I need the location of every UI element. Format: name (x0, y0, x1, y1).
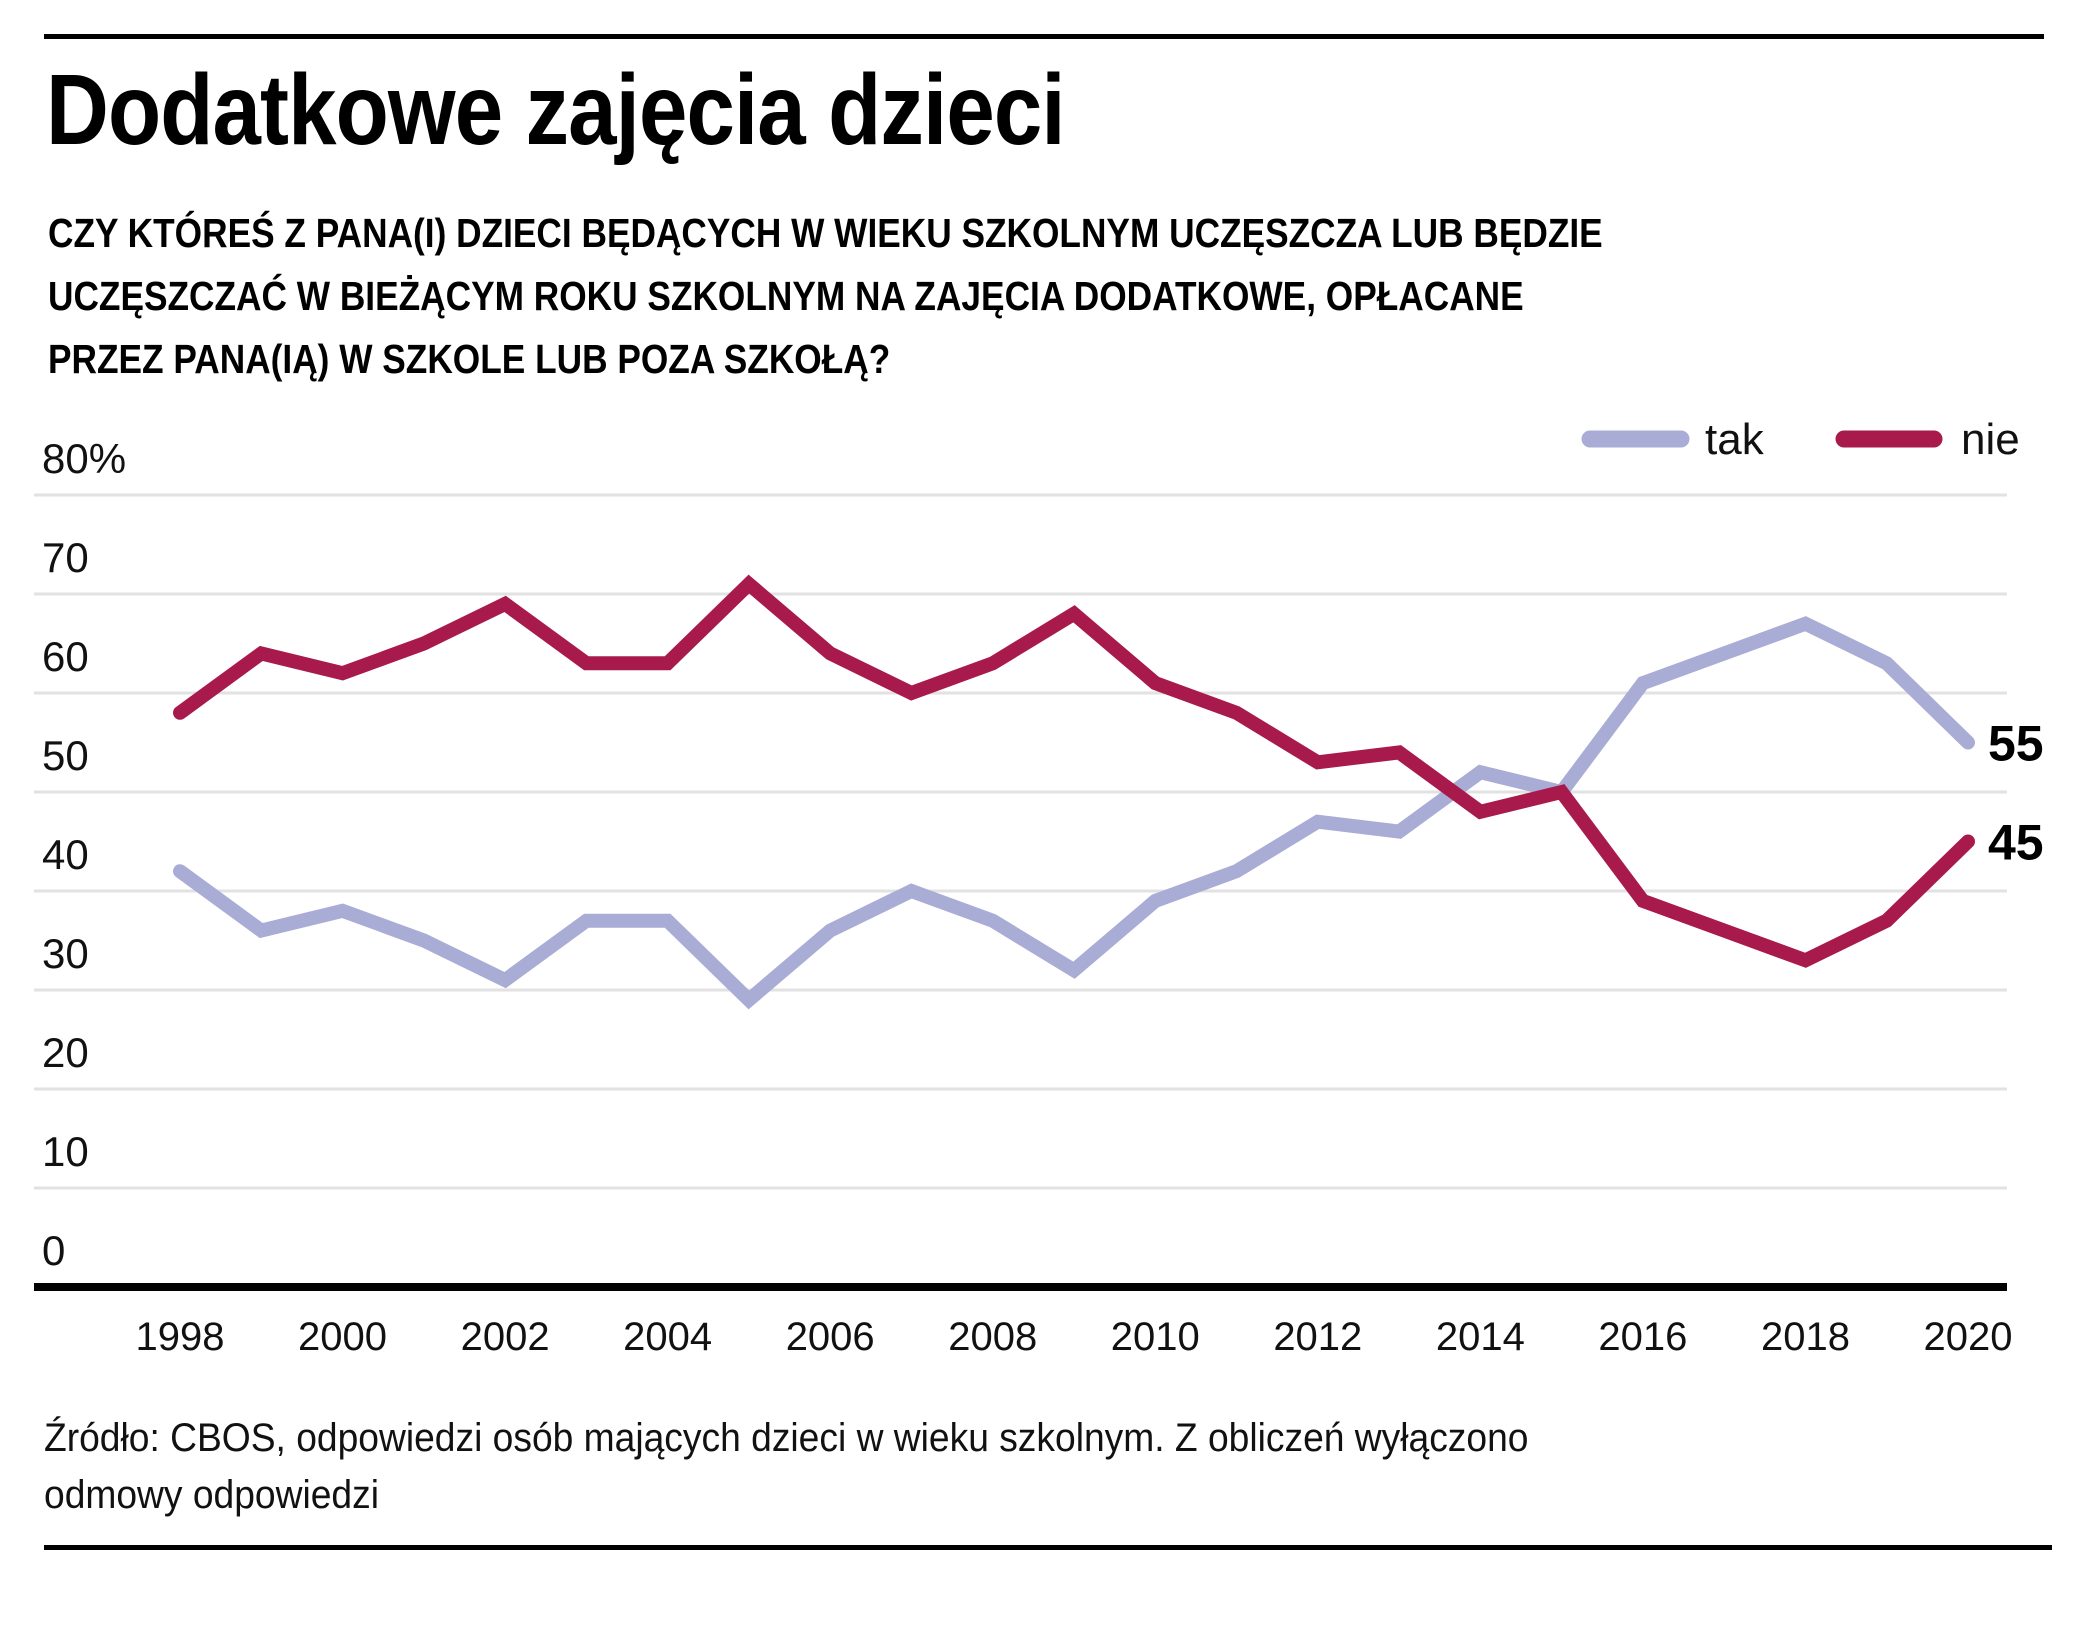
subtitle-line: CZY KTÓREŚ Z PANA(I) DZIECI BĘDĄCYCH W W… (48, 210, 1603, 256)
y-tick-label: 50 (42, 732, 89, 779)
end-labels: 55 45 (1988, 716, 2044, 871)
chart-title: Dodatkowe zajęcia dzieci (46, 54, 1066, 166)
x-tick-label: 2020 (1924, 1315, 2013, 1359)
y-tick-label: 70 (42, 534, 89, 581)
y-tick-label: 80% (42, 435, 126, 482)
x-tick-label: 2004 (623, 1315, 712, 1359)
y-tick-label: 20 (42, 1029, 89, 1076)
x-tick-label: 2000 (298, 1315, 387, 1359)
end-label-tak: 55 (1988, 716, 2044, 772)
x-axis-labels: 1998 2000 2002 2004 2006 2008 2010 2012 2014 2016… (136, 1315, 2013, 1359)
y-tick-label: 30 (42, 930, 89, 977)
x-axis-baseline (34, 1283, 2007, 1291)
end-label-nie: 45 (1988, 815, 2044, 871)
series-line-nie (173, 574, 1975, 968)
legend-label-nie: nie (1961, 415, 2020, 464)
y-tick-label: 40 (42, 831, 89, 878)
bottom-rule (44, 1545, 2052, 1550)
legend-label-tak: tak (1705, 415, 1765, 464)
x-tick-label: 2010 (1111, 1315, 1200, 1359)
y-axis-labels: 0 10 20 30 40 50 60 70 80% (42, 435, 126, 1274)
gridlines (34, 493, 2007, 1190)
x-tick-label: 2008 (948, 1315, 1037, 1359)
series-line-tak (173, 616, 1975, 1010)
series-lines (173, 574, 1975, 1010)
source-note: odmowy odpowiedzi (44, 1473, 379, 1517)
x-tick-label: 2014 (1436, 1315, 1525, 1359)
subtitle-line: PRZEZ PANA(IĄ) W SZKOLE LUB POZA SZKOŁĄ? (48, 336, 891, 382)
x-tick-label: 2002 (461, 1315, 550, 1359)
x-tick-label: 2016 (1598, 1315, 1687, 1359)
source-note: Źródło: CBOS, odpowiedzi osób mających d… (44, 1416, 1529, 1460)
subtitle-line: UCZĘSZCZAĆ W BIEŻĄCYM ROKU SZKOLNYM NA Z… (48, 273, 1524, 319)
y-tick-label: 60 (42, 633, 89, 680)
x-tick-label: 1998 (136, 1315, 225, 1359)
y-tick-label: 10 (42, 1128, 89, 1175)
y-tick-label: 0 (42, 1227, 65, 1274)
x-tick-label: 2018 (1761, 1315, 1850, 1359)
x-tick-label: 2006 (786, 1315, 875, 1359)
top-rule (44, 34, 2044, 39)
legend: tak nie (1581, 415, 2020, 464)
x-tick-label: 2012 (1273, 1315, 1362, 1359)
